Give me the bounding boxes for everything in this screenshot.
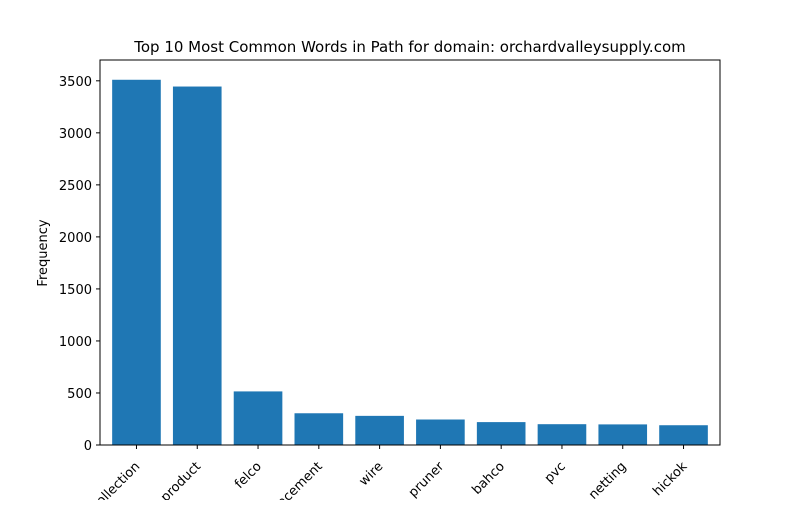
bar-pruner xyxy=(416,419,465,445)
bar-product xyxy=(172,86,222,445)
y-tick-label: 500 xyxy=(67,387,92,402)
bar-wire xyxy=(355,415,404,445)
x-tick-label: pvc xyxy=(542,459,569,486)
x-tick-label: hickok xyxy=(650,459,690,499)
y-axis-label: Frequency xyxy=(36,219,51,286)
y-tick-label: 2500 xyxy=(59,179,92,194)
y-tick-label: 0 xyxy=(84,439,92,454)
bar-netting xyxy=(598,424,648,445)
x-tick-label: wire xyxy=(357,459,387,489)
plot-frame xyxy=(99,59,721,446)
x-tick-label: pruner xyxy=(406,459,448,500)
y-tick-label: 1500 xyxy=(59,283,92,298)
x-tick-label: product xyxy=(158,459,204,500)
bar-pvc xyxy=(537,424,587,445)
x-tick-label: bahco xyxy=(469,459,508,498)
chart-title: Top 10 Most Common Words in Path for dom… xyxy=(133,38,686,56)
bar-hickok xyxy=(659,425,708,445)
y-tick-label: 2000 xyxy=(59,231,92,246)
y-tick-label: 1000 xyxy=(59,335,92,350)
bar-collection xyxy=(112,79,161,446)
bar-replacement xyxy=(294,413,344,445)
bars-layer xyxy=(112,79,708,446)
x-tick-label: felco xyxy=(232,459,265,492)
y-tick-label: 3500 xyxy=(59,75,92,90)
x-tick-label: replacement xyxy=(257,459,326,500)
x-tick-label: collection xyxy=(89,459,144,500)
bar-felco xyxy=(233,391,283,445)
y-axis-ticks: 0 500 1000 1500 2000 2500 3000 3500 xyxy=(59,75,100,454)
bar-bahco xyxy=(476,422,526,445)
y-tick-label: 3000 xyxy=(59,127,92,142)
x-tick-label: netting xyxy=(586,459,630,500)
